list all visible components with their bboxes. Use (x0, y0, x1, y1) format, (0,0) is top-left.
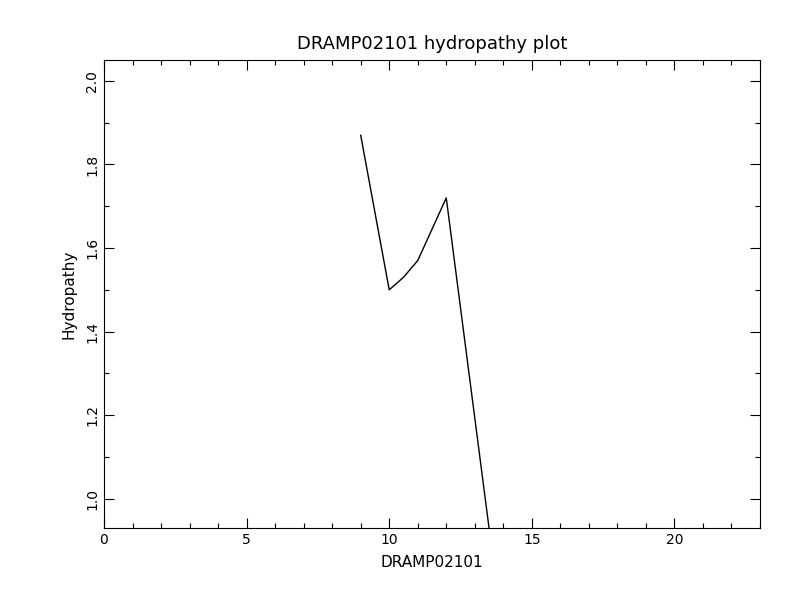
X-axis label: DRAMP02101: DRAMP02101 (381, 555, 483, 570)
Y-axis label: Hydropathy: Hydropathy (62, 250, 77, 338)
Title: DRAMP02101 hydropathy plot: DRAMP02101 hydropathy plot (297, 35, 567, 53)
